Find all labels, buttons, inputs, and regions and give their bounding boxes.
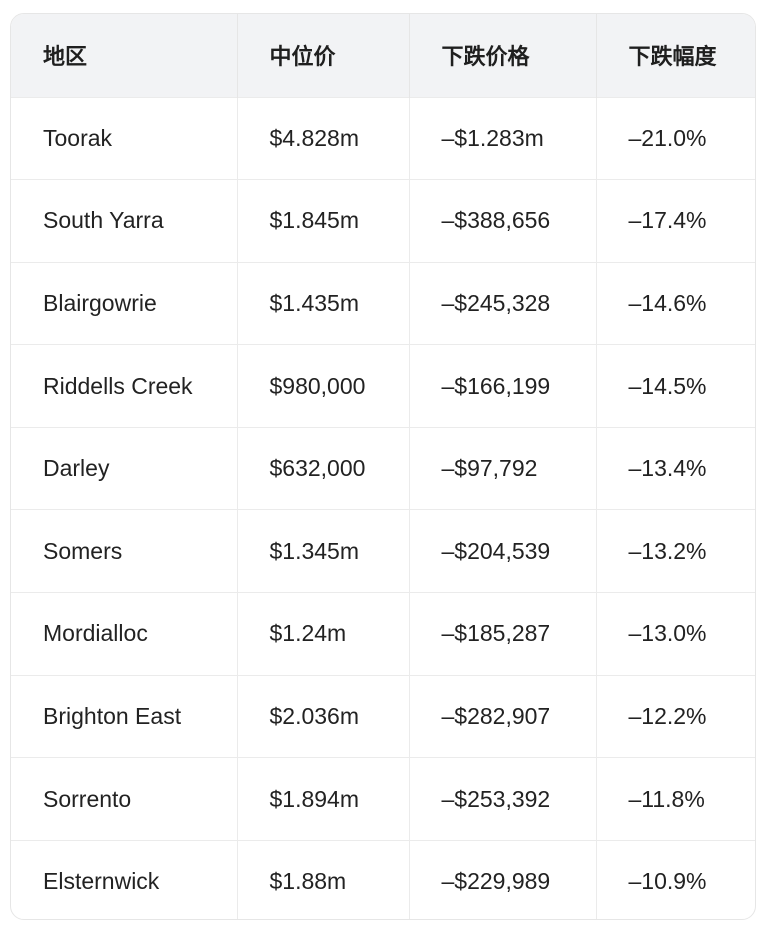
cell-region: Mordialloc bbox=[11, 592, 238, 676]
cell-drop-percent: –21.0% bbox=[596, 96, 755, 180]
price-drop-table-card: 地区 中位价 下跌价格 下跌幅度 Toorak $4.828m –$1.283m… bbox=[10, 13, 756, 920]
table-row: Elsternwick $1.88m –$229,989 –10.9% bbox=[11, 839, 755, 919]
cell-drop-percent: –10.9% bbox=[596, 839, 755, 919]
cell-drop-percent: –17.4% bbox=[596, 179, 755, 263]
table-header: 地区 中位价 下跌价格 下跌幅度 bbox=[11, 14, 755, 97]
cell-region: Riddells Creek bbox=[11, 344, 238, 428]
table-row: South Yarra $1.845m –$388,656 –17.4% bbox=[11, 179, 755, 263]
cell-price-drop: –$97,792 bbox=[409, 426, 597, 510]
header-median-price: 中位价 bbox=[237, 14, 410, 97]
table-row: Darley $632,000 –$97,792 –13.4% bbox=[11, 426, 755, 510]
cell-median-price: $2.036m bbox=[237, 674, 410, 758]
cell-price-drop: –$229,989 bbox=[409, 839, 597, 919]
table-row: Blairgowrie $1.435m –$245,328 –14.6% bbox=[11, 261, 755, 345]
table-row: Toorak $4.828m –$1.283m –21.0% bbox=[11, 96, 755, 180]
cell-price-drop: –$185,287 bbox=[409, 592, 597, 676]
cell-median-price: $4.828m bbox=[237, 96, 410, 180]
cell-median-price: $980,000 bbox=[237, 344, 410, 428]
cell-price-drop: –$1.283m bbox=[409, 96, 597, 180]
cell-median-price: $1.894m bbox=[237, 757, 410, 841]
cell-region: Somers bbox=[11, 509, 238, 593]
header-drop-percent: 下跌幅度 bbox=[628, 44, 717, 70]
header-region: 地区 bbox=[11, 14, 238, 97]
cell-region: Elsternwick bbox=[11, 839, 238, 919]
cell-region: Blairgowrie bbox=[11, 261, 238, 345]
table-row: Brighton East $2.036m –$282,907 –12.2% bbox=[11, 674, 755, 758]
price-drop-table: 地区 中位价 下跌价格 下跌幅度 Toorak $4.828m –$1.283m… bbox=[11, 14, 755, 919]
cell-median-price: $1.24m bbox=[237, 592, 410, 676]
table-row: Somers $1.345m –$204,539 –13.2% bbox=[11, 509, 755, 593]
header-price-drop: 下跌价格 bbox=[409, 14, 597, 97]
table-row: Sorrento $1.894m –$253,392 –11.8% bbox=[11, 757, 755, 841]
cell-price-drop: –$245,328 bbox=[409, 261, 597, 345]
cell-drop-percent: –13.0% bbox=[596, 592, 755, 676]
cell-region: Brighton East bbox=[11, 674, 238, 758]
cell-region: Toorak bbox=[11, 96, 238, 180]
cell-price-drop: –$253,392 bbox=[409, 757, 597, 841]
cell-drop-percent: –13.2% bbox=[596, 509, 755, 593]
cell-median-price: $1.435m bbox=[237, 261, 410, 345]
cell-drop-percent: –11.8% bbox=[596, 757, 755, 841]
cell-region: South Yarra bbox=[11, 179, 238, 263]
cell-median-price: $1.88m bbox=[237, 839, 410, 919]
cell-price-drop: –$282,907 bbox=[409, 674, 597, 758]
cell-region: Sorrento bbox=[11, 757, 238, 841]
cell-price-drop: –$204,539 bbox=[409, 509, 597, 593]
table-row: Riddells Creek $980,000 –$166,199 –14.5% bbox=[11, 344, 755, 428]
cell-drop-percent: –12.2% bbox=[596, 674, 755, 758]
table-body: Toorak $4.828m –$1.283m –21.0% South Yar… bbox=[11, 96, 755, 919]
header-row: 地区 中位价 下跌价格 下跌幅度 bbox=[11, 14, 755, 97]
cell-drop-percent: –14.5% bbox=[596, 344, 755, 428]
cell-median-price: $1.845m bbox=[237, 179, 410, 263]
cell-median-price: $632,000 bbox=[237, 426, 410, 510]
cell-drop-percent: –14.6% bbox=[596, 261, 755, 345]
cell-price-drop: –$166,199 bbox=[409, 344, 597, 428]
cell-price-drop: –$388,656 bbox=[409, 179, 597, 263]
table-row: Mordialloc $1.24m –$185,287 –13.0% bbox=[11, 592, 755, 676]
cell-median-price: $1.345m bbox=[237, 509, 410, 593]
cell-drop-percent: –13.4% bbox=[596, 426, 755, 510]
cell-region: Darley bbox=[11, 426, 238, 510]
